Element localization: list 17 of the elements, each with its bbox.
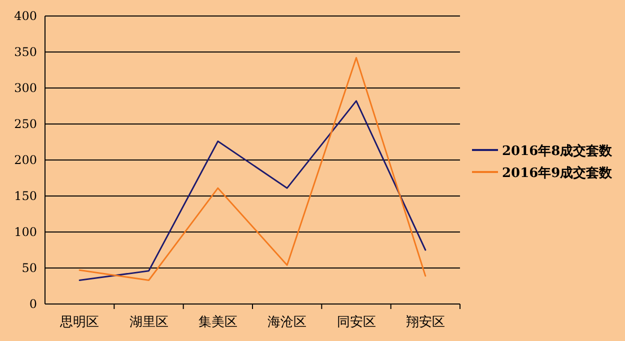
y-tick-label: 100 [14, 225, 37, 239]
x-tick-label: 翔安区 [406, 314, 445, 330]
y-tick-label: 400 [14, 9, 37, 23]
y-tick-label: 150 [14, 189, 37, 203]
x-tick-label: 同安区 [336, 314, 376, 330]
y-tick-label: 50 [22, 261, 37, 275]
x-tick-label: 湖里区 [129, 315, 168, 330]
legend-label: 2016年9成交套数 [502, 165, 614, 181]
y-tick-label: 350 [14, 45, 37, 59]
x-tick-label: 集美区 [198, 314, 238, 330]
x-tick-label: 思明区 [59, 315, 100, 330]
x-tick-label: 海沧区 [268, 315, 307, 330]
y-tick-label: 250 [14, 117, 37, 131]
y-tick-label: 0 [29, 297, 37, 311]
y-tick-label: 200 [14, 153, 37, 167]
legend-label: 2016年8成交套数 [502, 143, 614, 159]
y-tick-label: 300 [14, 81, 37, 95]
